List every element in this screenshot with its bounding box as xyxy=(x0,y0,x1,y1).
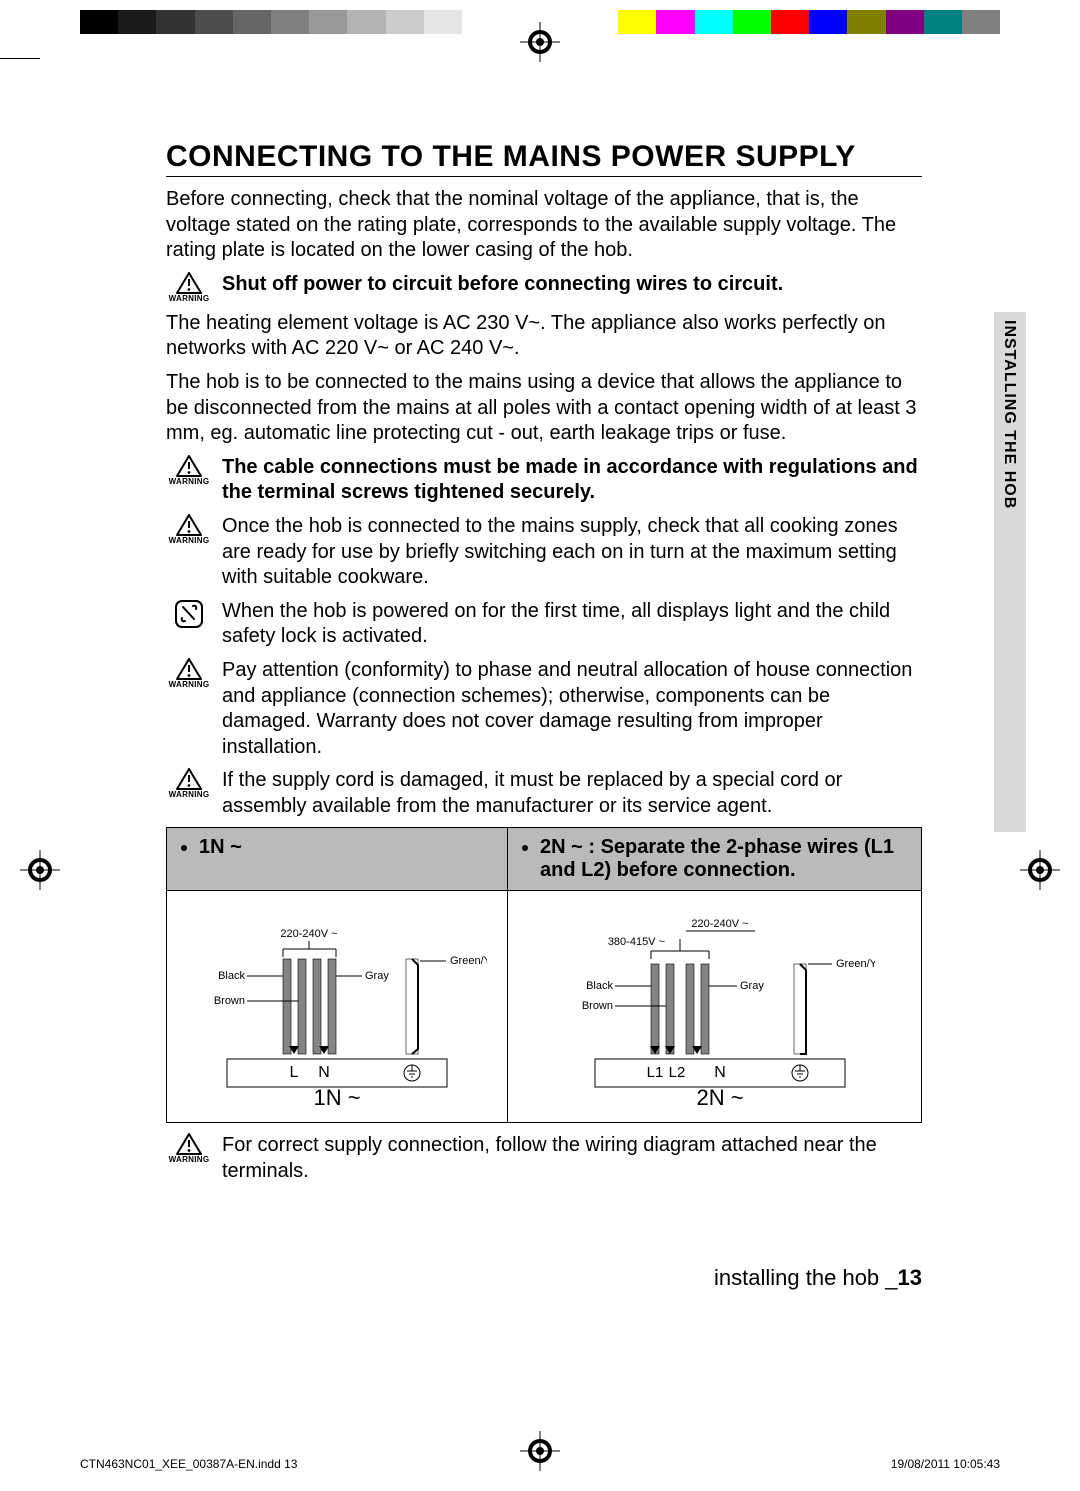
colorbar-swatch xyxy=(924,10,962,34)
slug-right: 19/08/2011 10:05:43 xyxy=(891,1457,1000,1471)
wiring-cell-1n: 220-240V ~ Black Brown Gray Green/Yellow L N 1N… xyxy=(167,891,508,1123)
colorbar-swatch xyxy=(809,10,847,34)
colorbar-swatch xyxy=(847,10,885,34)
warning-text: The cable connections must be made in ac… xyxy=(222,455,922,506)
svg-text:N: N xyxy=(714,1064,726,1081)
crop-mark-line xyxy=(0,58,40,59)
wiring-head-right-label: 2N ~ : Separate the 2-phase wires (L1 an… xyxy=(540,836,911,882)
colorbar-swatch xyxy=(424,10,462,34)
wiring-head-right: 2N ~ : Separate the 2-phase wires (L1 an… xyxy=(508,828,922,891)
warning-text: Once the hob is connected to the mains s… xyxy=(222,514,922,591)
warning-text: If the supply cord is damaged, it must b… xyxy=(222,768,922,819)
colorbar-swatch xyxy=(886,10,924,34)
colorbar-swatch xyxy=(118,10,156,34)
warning-triangle-icon: WARNING xyxy=(166,1133,212,1164)
colorbar-swatch xyxy=(271,10,309,34)
colorbar-swatch xyxy=(195,10,233,34)
colorbar-swatch xyxy=(656,10,694,34)
svg-text:L: L xyxy=(290,1064,299,1081)
registration-mark-icon xyxy=(1020,850,1060,890)
colorbar-swatch xyxy=(962,10,1000,34)
svg-text:Green/Yellow: Green/Yellow xyxy=(450,955,487,967)
svg-text:380-415V ~: 380-415V ~ xyxy=(607,936,664,948)
footer-section-text: installing the hob _ xyxy=(714,1265,897,1290)
wiring-head-left-label: 1N ~ xyxy=(199,836,497,859)
colorbar-swatch xyxy=(695,10,733,34)
svg-text:L1: L1 xyxy=(646,1064,663,1081)
page-heading: CONNECTING TO THE MAINS POWER SUPPLY xyxy=(166,140,922,177)
warning-text: Pay attention (conformity) to phase and … xyxy=(222,658,922,760)
colorbar-swatch xyxy=(347,10,385,34)
warning-row: WARNING Shut off power to circuit before … xyxy=(166,272,922,303)
page-content: CONNECTING TO THE MAINS POWER SUPPLY Bef… xyxy=(166,140,922,1193)
svg-text:Green/Yellow: Green/Yellow xyxy=(836,958,875,970)
warning-row: WARNING The cable connections must be mad… xyxy=(166,455,922,506)
warning-row: WARNING Once the hob is connected to the … xyxy=(166,514,922,591)
colorbar-swatch xyxy=(580,10,618,34)
colorbar-swatch xyxy=(156,10,194,34)
svg-text:2N ~: 2N ~ xyxy=(696,1085,743,1109)
colorbar-swatch xyxy=(771,10,809,34)
colorbar-swatch xyxy=(386,10,424,34)
warning-text: For correct supply connection, follow th… xyxy=(222,1133,922,1184)
svg-text:Gray: Gray xyxy=(740,980,764,992)
warning-row: WARNING For correct supply connection, fo… xyxy=(166,1133,922,1184)
svg-text:N: N xyxy=(318,1064,330,1081)
warning-triangle-icon: WARNING xyxy=(166,272,212,303)
warning-triangle-icon: WARNING xyxy=(166,768,212,799)
wiring-diagram-2n: 220-240V ~ 380-415V ~ Black Brown Gray Green/… xyxy=(555,909,875,1109)
colorbar-swatch xyxy=(618,10,656,34)
svg-text:Brown: Brown xyxy=(214,995,245,1007)
warning-row: WARNING Pay attention (conformity) to pha… xyxy=(166,658,922,760)
warning-text: Shut off power to circuit before connect… xyxy=(222,272,922,298)
svg-text:L2: L2 xyxy=(668,1064,685,1081)
colorbar-swatch xyxy=(733,10,771,34)
wiring-table: 1N ~ 2N ~ : Separate the 2-phase wires (… xyxy=(166,827,922,1123)
svg-text:1N ~: 1N ~ xyxy=(313,1085,360,1109)
paragraph-connection: The hob is to be connected to the mains … xyxy=(166,370,922,447)
svg-text:220-240V ~: 220-240V ~ xyxy=(280,928,337,940)
colorbar-swatch xyxy=(462,10,500,34)
colorbar-swatch xyxy=(309,10,347,34)
warning-triangle-icon: WARNING xyxy=(166,514,212,545)
registration-mark-icon xyxy=(520,22,560,62)
wiring-diagram-1n: 220-240V ~ Black Brown Gray Green/Yellow L N 1N… xyxy=(187,909,487,1109)
svg-text:Black: Black xyxy=(218,970,245,982)
wiring-cell-2n: 220-240V ~ 380-415V ~ Black Brown Gray Green/… xyxy=(508,891,922,1123)
note-icon xyxy=(166,599,212,629)
colorbar-swatch xyxy=(233,10,271,34)
svg-text:Gray: Gray xyxy=(365,970,389,982)
registration-mark-icon xyxy=(20,850,60,890)
page-footer-section: installing the hob _13 xyxy=(714,1265,922,1291)
svg-text:220-240V ~: 220-240V ~ xyxy=(691,918,748,930)
colorbar-swatch xyxy=(80,10,118,34)
warning-triangle-icon: WARNING xyxy=(166,455,212,486)
svg-text:Black: Black xyxy=(586,980,613,992)
paragraph-voltage: The heating element voltage is AC 230 V~… xyxy=(166,311,922,362)
warning-row: WARNING If the supply cord is damaged, it… xyxy=(166,768,922,819)
print-slug: CTN463NC01_XEE_00387A-EN.indd 13 19/08/2… xyxy=(80,1457,1000,1471)
svg-text:Brown: Brown xyxy=(581,1000,612,1012)
intro-paragraph: Before connecting, check that the nomina… xyxy=(166,187,922,264)
warning-text: When the hob is powered on for the first… xyxy=(222,599,922,650)
footer-page-number: 13 xyxy=(898,1265,922,1290)
warning-triangle-icon: WARNING xyxy=(166,658,212,689)
wiring-head-left: 1N ~ xyxy=(167,828,508,891)
note-row: When the hob is powered on for the first… xyxy=(166,599,922,650)
slug-left: CTN463NC01_XEE_00387A-EN.indd 13 xyxy=(80,1457,297,1471)
side-tab-label: INSTALLING THE HOB xyxy=(1000,320,1018,509)
